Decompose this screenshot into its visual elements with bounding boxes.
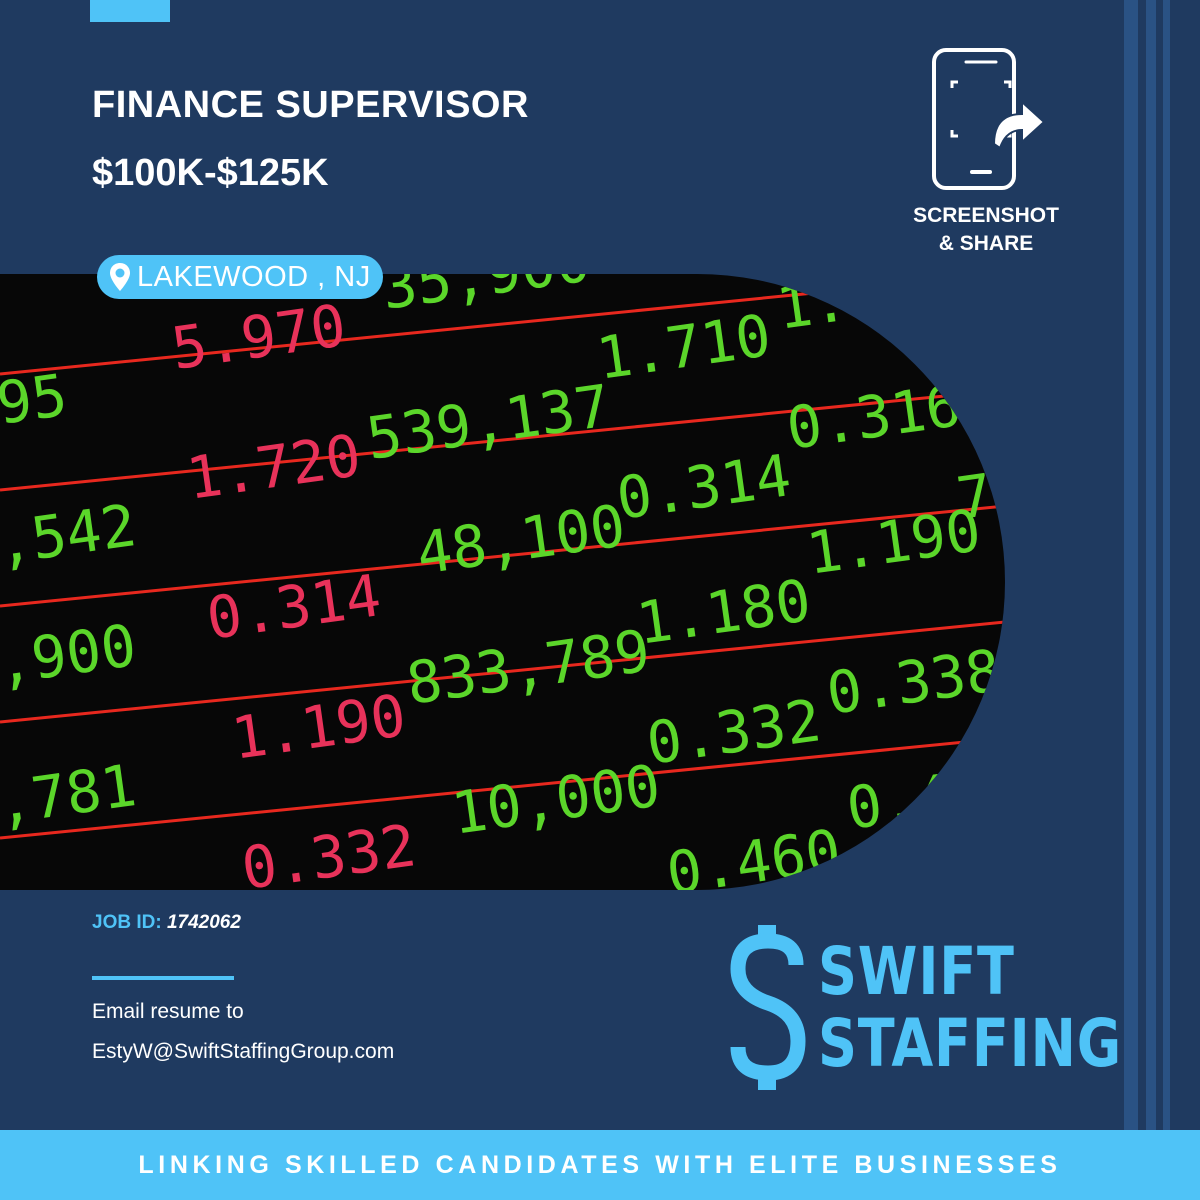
job-id-label: JOB ID: <box>92 912 162 933</box>
ticker-value: 1.720 <box>182 421 364 513</box>
ticker-value: 0.47 <box>842 756 990 843</box>
ticker-value: 0.460 <box>662 816 844 890</box>
email-address: EstyW@SwiftStaffingGroup.com <box>92 1040 395 1063</box>
email-label: Email resume to <box>92 1000 244 1023</box>
ticker-row-line <box>0 736 1005 840</box>
ticker-row-line <box>0 504 1005 608</box>
footer-tagline: LINKING SKILLED CANDIDATES WITH ELITE BU… <box>138 1150 1062 1179</box>
ticker-row-line <box>0 388 1005 492</box>
job-title: FINANCE SUPERVISOR <box>92 84 529 126</box>
stock-ticker-board-image: 5.970 35,900 1.72 95 1.710 539,137 0.316 1.720 0… <box>0 274 1005 890</box>
ticker-value: 539,137 <box>362 372 614 473</box>
ticker-value: 35,900 <box>377 274 594 323</box>
logo-word-staffing: STAFFING <box>818 1005 1122 1082</box>
side-stripe <box>1124 0 1138 1130</box>
dollar-s-icon <box>730 925 806 1090</box>
ticker-value: ,542 <box>0 491 140 578</box>
job-id: JOB ID: 1742062 <box>92 912 241 934</box>
ticker-value: 5.970 <box>167 291 349 383</box>
ticker-row-line <box>0 620 1005 724</box>
location-badge: LAKEWOOD , NJ <box>97 255 383 299</box>
ticker-value: 1.190 <box>802 496 984 588</box>
map-pin-icon <box>110 263 130 291</box>
ticker-value: 833,789 <box>402 617 654 718</box>
ticker-value: 1.710 <box>592 301 774 393</box>
side-stripe <box>1163 0 1170 1130</box>
phone-share-icon <box>932 48 1046 190</box>
top-accent-tab <box>90 0 170 22</box>
ticker-value: 95 <box>0 361 71 438</box>
ticker-value: 0.316 <box>782 371 964 463</box>
ticker-value: 0.314 <box>202 561 384 653</box>
footer-banner: LINKING SKILLED CANDIDATES WITH ELITE BU… <box>0 1130 1200 1200</box>
ticker-value: 1.72 <box>772 274 920 343</box>
ticker-value: 0.338 <box>822 636 1004 728</box>
ticker-value: 0.332 <box>237 811 419 890</box>
screenshot-share-badge: SCREENSHOT & SHARE <box>900 44 1072 258</box>
swift-staffing-logo: SWIFT STAFFING <box>730 925 1121 1090</box>
ticker-value: 10,000 <box>447 751 664 847</box>
logo-word-swift: SWIFT <box>818 933 1015 1010</box>
share-label-line1: SCREENSHOT <box>913 204 1059 227</box>
ticker-value: 48,100 <box>412 491 629 587</box>
ticker-value: ,900 <box>0 611 140 698</box>
ticker-value: 1.190 <box>227 681 409 773</box>
share-label-line2: & SHARE <box>938 232 1034 255</box>
side-stripe <box>1146 0 1156 1130</box>
location-text: LAKEWOOD , NJ <box>137 260 371 293</box>
divider <box>92 976 234 980</box>
ticker-value: 0.332 <box>642 686 824 778</box>
salary-range: $100K-$125K <box>92 152 329 194</box>
job-id-value: 1742062 <box>166 912 241 933</box>
ticker-value: 0.314 <box>612 441 794 533</box>
